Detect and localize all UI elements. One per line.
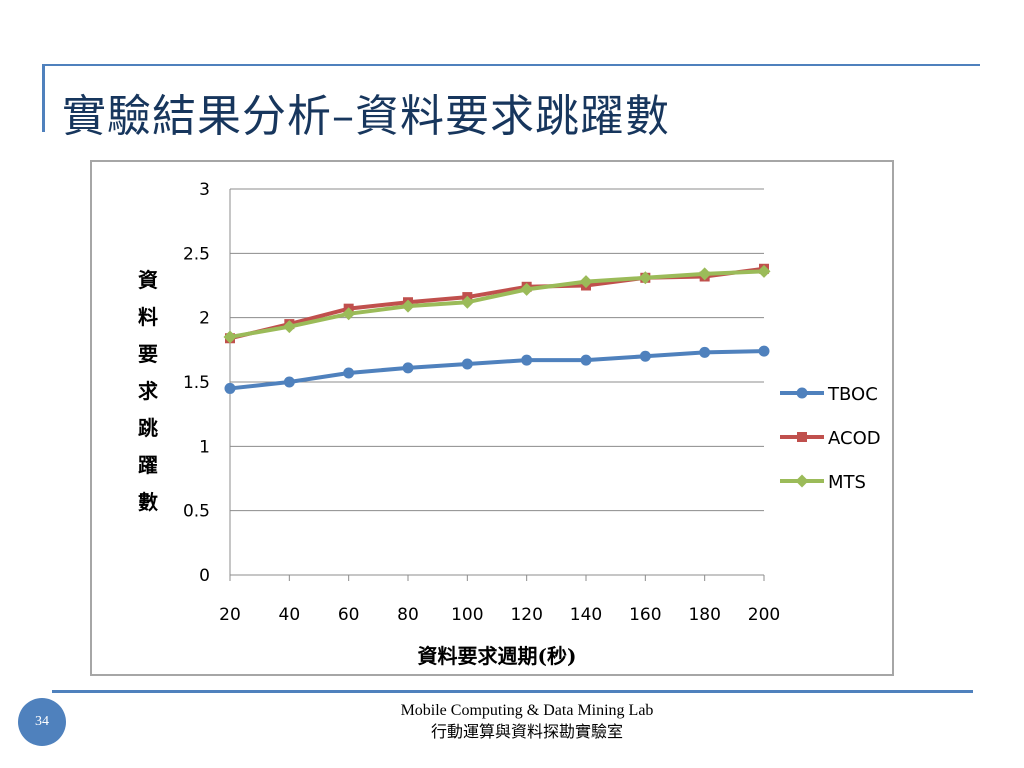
data-point-tboc <box>402 362 414 374</box>
x-tick-label: 80 <box>397 605 419 625</box>
data-point-mts <box>223 330 237 344</box>
data-point-tboc <box>758 345 770 357</box>
x-axis-label: 資料要求週期(秒) <box>417 644 577 668</box>
series-line-acod <box>228 266 766 341</box>
data-point-mts <box>282 320 296 334</box>
footer-lab-name-chinese: 行動運算與資料探勘實驗室 <box>430 724 623 741</box>
y-tick-label: 0.5 <box>183 502 210 522</box>
legend-marker-mts <box>795 474 809 488</box>
legend-marker-tboc <box>796 387 808 399</box>
y-tick-label: 2.5 <box>183 244 210 264</box>
x-tick-label: 180 <box>688 605 720 625</box>
y-axis-label: 資料要求跳躍數 <box>138 268 158 514</box>
x-tick-label: 160 <box>629 605 661 625</box>
data-point-mts <box>401 299 415 313</box>
data-point-mts <box>638 271 652 285</box>
x-tick-label: 200 <box>748 605 780 625</box>
x-tick-label: 20 <box>219 605 241 625</box>
x-tick-label: 140 <box>570 605 602 625</box>
data-point-mts <box>460 295 474 309</box>
data-point-tboc <box>343 367 355 379</box>
chart-frame <box>90 160 894 676</box>
y-tick-label: 2 <box>199 309 210 329</box>
data-point-tboc <box>521 354 533 366</box>
legend-label-tboc: TBOC <box>827 384 878 405</box>
data-point-tboc <box>639 350 651 362</box>
data-point-tboc <box>283 376 295 388</box>
series-line-mts <box>228 269 766 339</box>
legend-marker-acod <box>797 432 807 442</box>
title-accent-bar <box>42 64 45 132</box>
data-point-mts <box>757 264 771 278</box>
y-tick-label: 1.5 <box>183 373 210 393</box>
footer: Mobile Computing & Data Mining Lab 行動運算與… <box>320 700 734 744</box>
data-point-mts <box>698 267 712 281</box>
y-tick-label: 3 <box>199 180 210 200</box>
data-point-tboc <box>580 354 592 366</box>
x-tick-label: 100 <box>451 605 483 625</box>
x-tick-label: 120 <box>510 605 542 625</box>
data-point-tboc <box>461 358 473 370</box>
y-tick-label: 1 <box>199 437 210 457</box>
data-point-mts <box>579 275 593 289</box>
legend-label-acod: ACOD <box>828 428 881 449</box>
x-tick-label: 60 <box>338 605 360 625</box>
y-tick-label: 0 <box>199 566 210 586</box>
series-line-tboc <box>228 349 766 391</box>
data-point-mts <box>342 307 356 321</box>
data-point-mts <box>520 282 534 296</box>
legend-label-mts: MTS <box>828 472 866 493</box>
footer-lab-name: Mobile Computing & Data Mining Lab <box>400 702 654 719</box>
slide-title: 實驗結果分析–資料要求跳躍數 <box>62 91 670 142</box>
footer-divider <box>52 690 973 693</box>
title-accent-line <box>44 64 980 66</box>
x-tick-label: 40 <box>279 605 301 625</box>
page-number-badge: 34 <box>18 698 66 746</box>
data-point-tboc <box>224 382 236 394</box>
data-point-tboc <box>699 346 711 358</box>
